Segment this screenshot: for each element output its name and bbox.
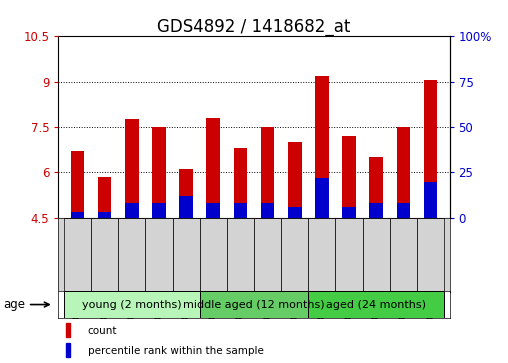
Bar [261, 203, 274, 218]
Bar [179, 170, 193, 218]
Bar [200, 218, 227, 292]
Bar [125, 119, 139, 218]
Bar [64, 291, 200, 318]
Bar [369, 157, 383, 218]
Bar [369, 203, 383, 218]
Bar [342, 136, 356, 218]
Bar [288, 207, 302, 218]
Bar [125, 203, 139, 218]
Bar [145, 218, 173, 292]
Bar [71, 212, 84, 218]
Bar [417, 218, 444, 292]
Bar [206, 203, 220, 218]
Bar [64, 218, 91, 292]
Text: aged (24 months): aged (24 months) [326, 299, 426, 310]
Bar [71, 151, 84, 218]
Text: middle aged (12 months): middle aged (12 months) [183, 299, 325, 310]
Text: count: count [88, 326, 117, 336]
Bar [315, 76, 329, 218]
Bar [152, 203, 166, 218]
Bar [234, 148, 247, 218]
Bar [173, 218, 200, 292]
Text: age: age [3, 298, 49, 311]
Bar [200, 291, 308, 318]
Bar [206, 118, 220, 218]
Bar [91, 218, 118, 292]
Bar [315, 178, 329, 218]
Bar [254, 218, 281, 292]
Bar [390, 218, 417, 292]
Bar [363, 218, 390, 292]
Bar [397, 127, 410, 218]
Bar [66, 343, 70, 357]
Bar [397, 203, 410, 218]
Bar [179, 196, 193, 218]
Bar [261, 127, 274, 218]
Bar [234, 203, 247, 218]
Bar [118, 218, 145, 292]
Bar [424, 80, 437, 218]
Bar [152, 127, 166, 218]
Bar [281, 218, 308, 292]
Bar [227, 218, 254, 292]
Bar [424, 182, 437, 218]
Bar [98, 177, 111, 218]
Bar [288, 142, 302, 218]
Bar [66, 323, 70, 338]
Bar [335, 218, 363, 292]
Text: young (2 months): young (2 months) [82, 299, 181, 310]
Title: GDS4892 / 1418682_at: GDS4892 / 1418682_at [157, 18, 351, 36]
Bar [308, 291, 444, 318]
Bar [342, 207, 356, 218]
Bar [308, 218, 335, 292]
Bar [98, 212, 111, 218]
Text: percentile rank within the sample: percentile rank within the sample [88, 346, 264, 356]
